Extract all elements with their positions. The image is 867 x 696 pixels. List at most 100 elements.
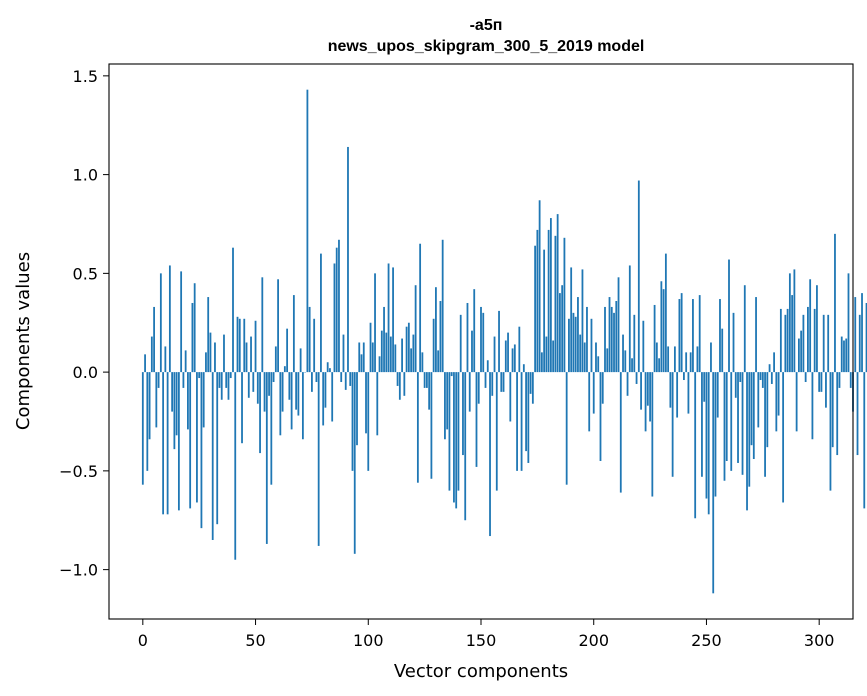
bar-130 [435, 287, 437, 373]
bar-147 [473, 289, 476, 373]
y-axis-ticks: −1.0 −0.5 0.0 0.5 1.0 1.5 [59, 67, 109, 580]
bar-220 [637, 180, 640, 373]
bar-263 [734, 372, 737, 398]
bar-123 [419, 243, 422, 373]
bar-249 [703, 372, 706, 402]
bar-210 [615, 301, 618, 373]
bar-125 [423, 372, 426, 388]
bar-241 [685, 352, 688, 373]
bar-298 [813, 308, 816, 373]
bar-243 [689, 352, 692, 373]
bar-168 [520, 372, 523, 471]
bar-320 [863, 372, 866, 509]
bar-273 [757, 372, 760, 428]
bar-6 [155, 372, 158, 428]
bar-303 [825, 372, 827, 408]
bar-5 [153, 306, 155, 373]
bar-63 [283, 366, 286, 373]
bar-214 [624, 350, 627, 373]
bar-224 [646, 372, 649, 406]
bar-7 [157, 372, 160, 388]
bar-89 [342, 334, 345, 373]
bar-300 [818, 372, 821, 392]
bar-287 [788, 273, 791, 373]
bar-94 [353, 372, 356, 554]
bar-284 [782, 372, 785, 503]
bar-292 [800, 330, 803, 373]
bar-308 [836, 372, 839, 456]
bar-97 [360, 354, 363, 373]
bar-157 [495, 372, 498, 491]
bar-96 [358, 342, 361, 373]
bar-138 [453, 372, 455, 503]
bar-34 [218, 372, 221, 388]
bar-95 [356, 372, 358, 446]
bar-99 [365, 372, 367, 434]
bar-82 [326, 362, 329, 373]
bar-111 [392, 267, 394, 373]
bar-110 [389, 336, 392, 373]
bar-75 [311, 372, 313, 392]
bar-192 [574, 316, 577, 373]
x-tick-label: 300 [804, 631, 835, 650]
bar-242 [687, 372, 690, 414]
bar-189 [568, 318, 570, 373]
bar-169 [522, 364, 525, 373]
bar-53 [261, 277, 264, 373]
bar-143 [464, 372, 467, 521]
bar-211 [617, 277, 620, 373]
bar-217 [631, 358, 633, 373]
bar-178 [543, 249, 546, 373]
bar-180 [547, 229, 550, 373]
bar-45 [243, 318, 246, 373]
bar-88 [340, 372, 343, 382]
bar-71 [301, 372, 304, 440]
bar-23 [193, 283, 196, 373]
bar-20 [187, 372, 189, 430]
bar-272 [755, 297, 757, 373]
bar-294 [804, 372, 807, 382]
bar-66 [290, 372, 293, 430]
bar-158 [498, 310, 500, 373]
bar-113 [396, 372, 399, 386]
bar-93 [351, 372, 354, 471]
bar-14 [173, 372, 176, 450]
bar-316 [854, 297, 857, 373]
bar-154 [489, 372, 491, 537]
bar-245 [694, 372, 697, 519]
bar-301 [820, 372, 823, 392]
bar-186 [561, 285, 564, 373]
bar-283 [779, 308, 782, 373]
bar-201 [595, 342, 597, 373]
bar-33 [216, 372, 219, 525]
bar-191 [572, 312, 575, 373]
bar-74 [308, 306, 311, 373]
bar-175 [536, 229, 539, 373]
bar-91 [347, 146, 349, 373]
bar-13 [171, 372, 174, 412]
bar-184 [556, 214, 559, 373]
bar-134 [444, 372, 446, 440]
bar-205 [604, 306, 606, 373]
bar-61 [279, 372, 282, 436]
bar-105 [378, 356, 381, 373]
bar-275 [761, 372, 764, 388]
bar-177 [540, 352, 543, 373]
y-tick-label: −1.0 [59, 561, 98, 580]
y-tick-label: −0.5 [59, 462, 98, 481]
bar-131 [437, 350, 440, 373]
bar-1 [144, 354, 146, 373]
bar-228 [655, 342, 658, 373]
bar-8 [159, 273, 162, 373]
bar-226 [651, 372, 654, 497]
bar-80 [322, 372, 325, 426]
bar-42 [236, 316, 239, 373]
bar-185 [559, 293, 561, 373]
bar-306 [831, 372, 834, 448]
bar-259 [725, 372, 728, 461]
bar-255 [716, 372, 719, 418]
bar-173 [531, 372, 534, 404]
bar-187 [563, 237, 566, 373]
bar-114 [398, 372, 401, 400]
bar-47 [247, 372, 250, 398]
